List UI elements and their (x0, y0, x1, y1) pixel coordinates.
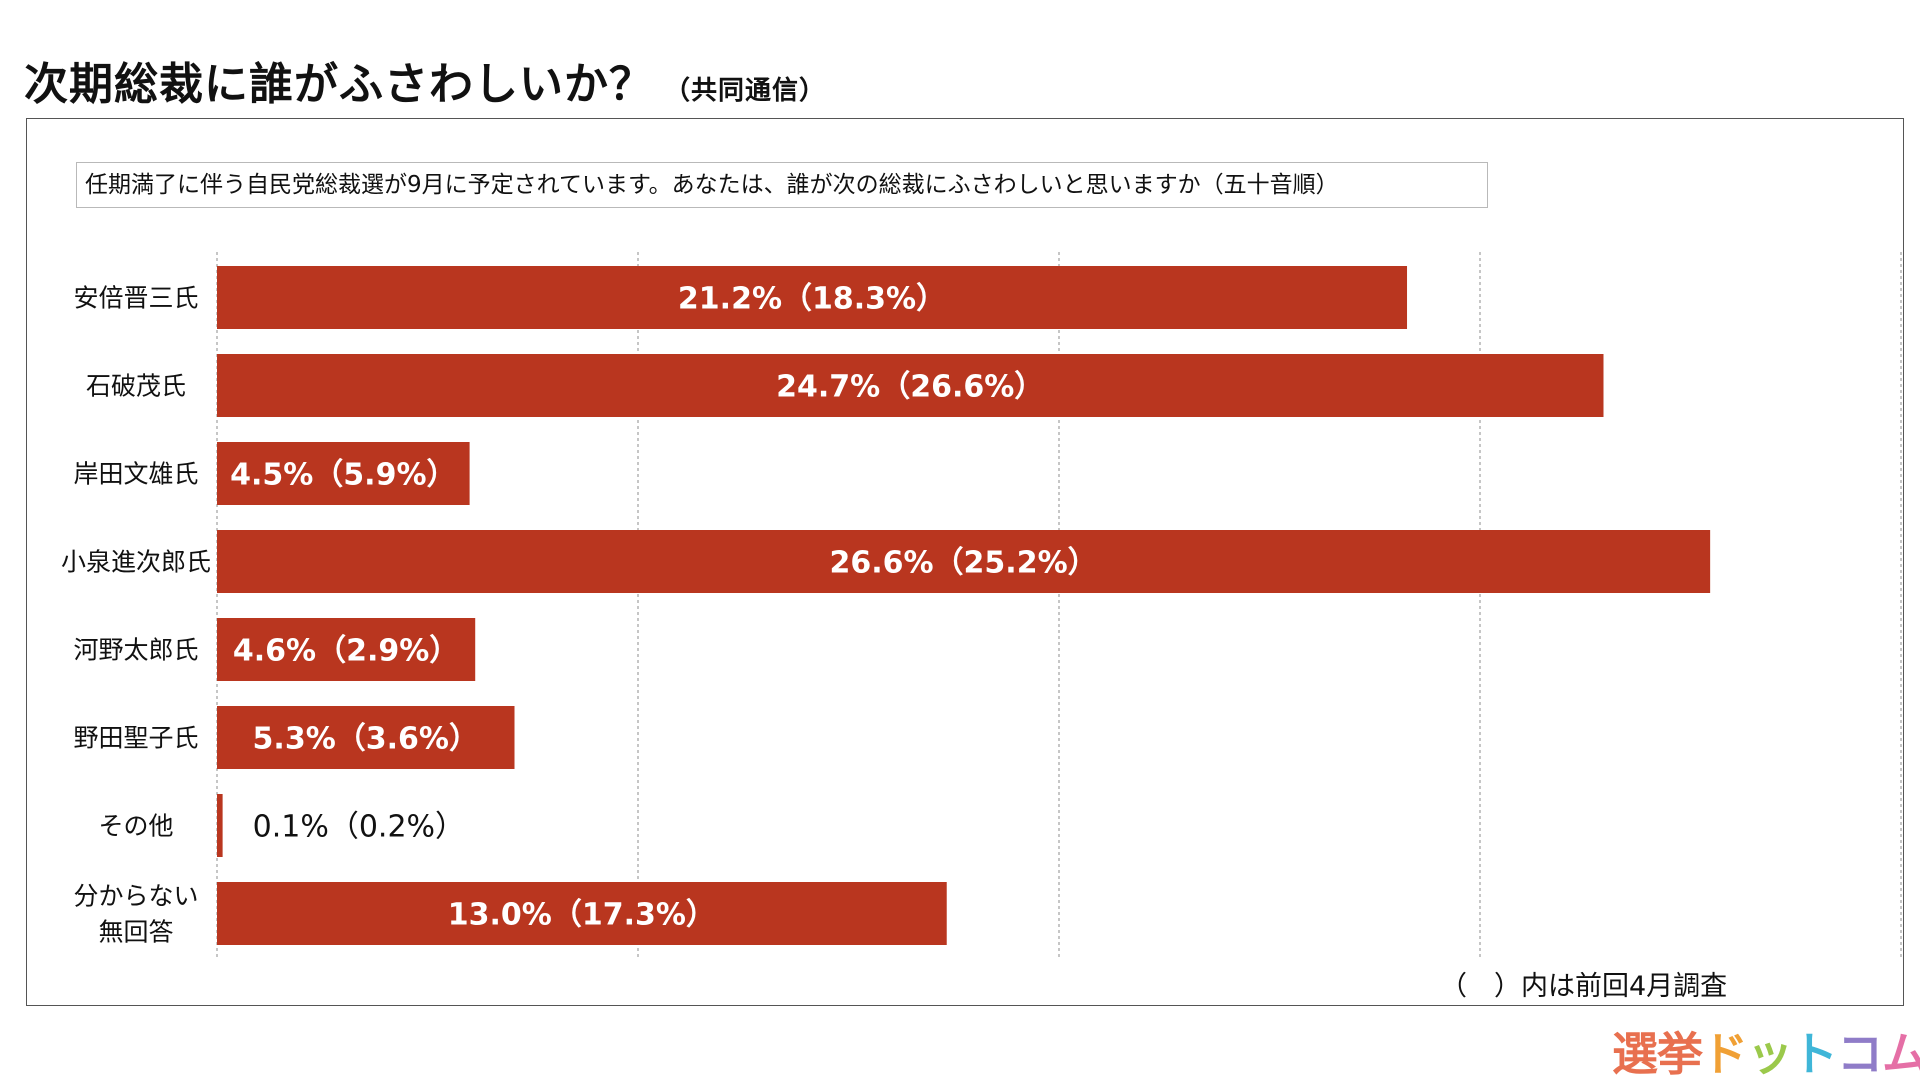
data-label: 0.1%（0.2%） (253, 810, 465, 845)
bar (217, 794, 223, 857)
logo-char: コ (1837, 1027, 1883, 1081)
bar (217, 442, 470, 505)
bar (217, 618, 476, 681)
logo-char: ッ (1747, 1027, 1793, 1081)
bar (217, 530, 1711, 593)
data-label: 4.5%（5.9%） (230, 458, 456, 493)
data-label: 4.6%（2.9%） (233, 634, 459, 669)
source-label: （共同通信） (664, 76, 827, 106)
logo-char: ト (1792, 1027, 1838, 1081)
category-label: 岸田文雄氏 (73, 460, 198, 489)
data-label: 24.7%（26.6%） (776, 370, 1044, 405)
site-logo: 選挙ドットコム (1612, 1018, 1920, 1084)
bar (217, 706, 515, 769)
chart-frame (26, 118, 1904, 1006)
data-label: 5.3%（3.6%） (253, 722, 479, 757)
title-text: 次期総裁に誰がふさわしいか？ (24, 59, 654, 110)
data-label: 21.2%（18.3%） (678, 282, 946, 317)
page-title: 次期総裁に誰がふさわしいか？ （共同通信） (24, 48, 826, 112)
logo-char: 挙 (1657, 1027, 1703, 1081)
category-label: 河野太郎氏 (73, 636, 198, 665)
data-label: 13.0%（17.3%） (448, 898, 716, 933)
category-label: 安倍晋三氏 (73, 284, 198, 313)
survey-question: 任期満了に伴う自民党総裁選が9月に予定されています。あなたは、誰が次の総裁にふさ… (76, 162, 1488, 208)
category-label: 小泉進次郎氏 (61, 548, 211, 577)
logo-char: ム (1882, 1027, 1920, 1081)
category-label: 分からない (73, 882, 198, 911)
category-label: 石破茂氏 (86, 372, 186, 401)
footnote: （ ）内は前回4月調査 (1440, 971, 1728, 1002)
bar (217, 882, 947, 945)
bar (217, 354, 1604, 417)
category-label: 野田聖子氏 (73, 724, 198, 753)
bar (217, 266, 1408, 329)
category-label: その他 (98, 812, 173, 841)
category-label: 無回答 (98, 918, 173, 947)
logo-char: ド (1702, 1027, 1748, 1081)
data-label: 26.6%（25.2%） (829, 546, 1097, 581)
logo-char: 選 (1612, 1027, 1658, 1081)
